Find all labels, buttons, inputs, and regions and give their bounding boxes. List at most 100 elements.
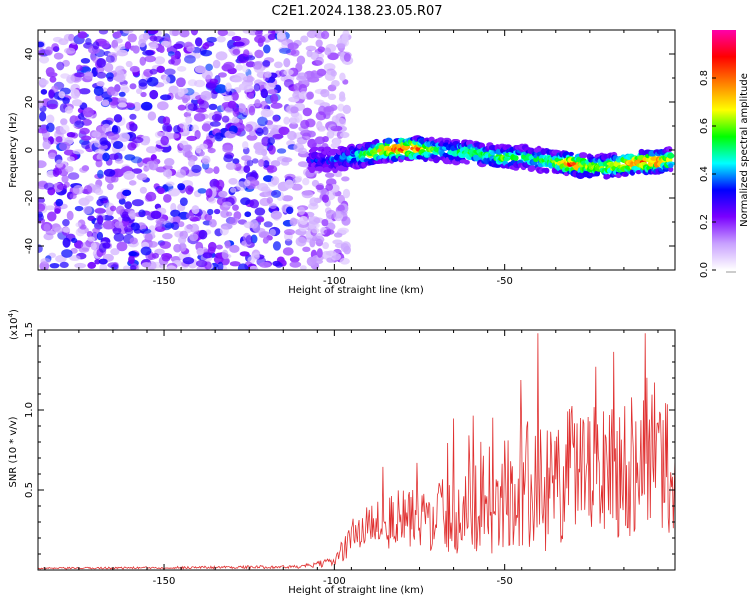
spectrogram-cell <box>55 159 64 168</box>
spectrogram-cell <box>307 76 320 83</box>
spectrogram-cell <box>270 160 281 167</box>
spectrogram-cell <box>66 210 74 221</box>
spectrogram-cell <box>94 207 106 214</box>
spectrogram-cell <box>330 70 337 77</box>
spectrogram-cell <box>243 84 254 93</box>
spectrogram-cell <box>138 209 146 218</box>
spectrogram-cell <box>232 204 239 211</box>
spectrogram-cell <box>68 33 75 42</box>
spectrogram-cell <box>293 143 305 153</box>
spectrogram-cell <box>317 46 326 53</box>
spectrogram-cell <box>124 102 135 109</box>
spectrogram-cell <box>201 155 211 165</box>
spectrogram-cell <box>273 61 283 69</box>
spectrogram-cell <box>287 42 299 50</box>
spectrogram-cell <box>129 265 137 270</box>
spectrogram-cell <box>342 188 351 199</box>
spectrogram-cell <box>205 63 213 71</box>
spectrogram-cell <box>38 160 47 169</box>
spectrogram-cell <box>213 208 221 215</box>
spectrogram-cell <box>62 227 71 233</box>
spectrogram-cell <box>208 197 217 204</box>
spectrogram-cell <box>300 35 309 43</box>
spectrogram-cell <box>194 65 206 74</box>
spectrogram-cell <box>98 258 108 265</box>
spectrogram-cell <box>287 130 297 141</box>
spectrogram-cell <box>150 210 162 220</box>
spectrogram-cell <box>129 113 137 120</box>
spectrogram-cell <box>223 154 234 163</box>
y-tick-label: 1.5 <box>24 322 35 338</box>
spectrogram-cell <box>40 89 48 95</box>
spectrogram-cell <box>283 228 296 236</box>
spectrogram-cell <box>193 52 201 59</box>
spectrogram-cell <box>260 231 270 237</box>
spectrogram-cell <box>204 261 212 270</box>
spectrogram-cell <box>154 56 166 65</box>
spectrogram-cell <box>130 222 141 231</box>
spectrogram-cell <box>106 183 114 191</box>
spectrogram-cell <box>254 99 261 107</box>
spectrogram-cell <box>49 262 60 269</box>
spectrogram-cell <box>146 30 159 35</box>
spectrogram-cell <box>667 152 675 159</box>
spectrogram-cell <box>129 123 138 132</box>
spectrogram-cell <box>75 222 82 228</box>
spectrogram-cell <box>248 265 259 270</box>
spectrogram-cell <box>321 218 329 227</box>
spectrogram-cell <box>220 223 233 230</box>
spectrogram-cell <box>87 236 95 242</box>
spectrogram-cell <box>194 79 206 88</box>
spectrogram-cell <box>164 157 175 167</box>
spectrogram-cell <box>98 30 109 35</box>
spectrogram-cell <box>160 135 169 146</box>
spectrogram-cell <box>44 46 53 56</box>
spectrogram-cell <box>55 136 63 143</box>
spectrogram-cell <box>209 121 221 127</box>
spectrogram-cell <box>83 185 93 195</box>
spectrogram-cell <box>323 105 334 116</box>
spectrogram-cell <box>144 55 156 63</box>
spectrogram-cell <box>207 246 216 254</box>
spectrogram-cell <box>221 115 230 123</box>
spectrogram-cell <box>170 209 181 218</box>
snr-scale-text: (x10 <box>9 317 20 340</box>
spectrogram-cell <box>313 217 324 224</box>
y-tick-label: 0.5 <box>24 482 35 498</box>
spectrogram-cell <box>138 38 147 48</box>
spectrogram-cell <box>301 132 311 141</box>
spectrogram-cell <box>95 159 103 168</box>
spectrogram-cell <box>103 168 116 177</box>
spectrogram-cell <box>65 165 74 173</box>
spectrogram-cell <box>241 155 252 162</box>
spectrogram-cell <box>220 209 230 218</box>
spectrogram-cell <box>242 75 255 83</box>
spectrogram-cell <box>214 84 227 94</box>
spectrogram-cell <box>69 255 81 261</box>
spectrogram-cell <box>123 170 135 180</box>
spectrogram-cell <box>171 30 179 37</box>
spectrogram-cell <box>64 106 74 114</box>
spectrogram-cell <box>97 169 104 179</box>
spectrogram-cell <box>79 127 90 135</box>
spectrogram-cell <box>99 137 108 146</box>
x-tick-label: -50 <box>497 576 513 587</box>
spectrogram-cell <box>263 44 271 54</box>
spectrogram-cell <box>305 45 317 52</box>
spectrogram-cell <box>283 57 291 68</box>
spectrogram-cell <box>201 69 213 80</box>
spectrogram-cell <box>188 159 195 168</box>
spectrogram-cell <box>254 35 266 44</box>
spectrogram-cell <box>217 72 227 78</box>
spectrogram-cell <box>101 123 111 133</box>
spectrogram-cell <box>201 123 211 132</box>
spectrogram-cell <box>44 205 56 211</box>
spectrogram-cell <box>102 152 110 162</box>
spectrogram-cell <box>283 69 294 76</box>
spectrogram-cell <box>302 107 313 117</box>
spectrogram-cell <box>269 228 276 237</box>
spectrogram-cell <box>96 57 106 68</box>
spectrogram-cell <box>75 64 83 72</box>
spectrogram-cell <box>207 208 214 216</box>
spectrogram-cell <box>147 240 158 248</box>
